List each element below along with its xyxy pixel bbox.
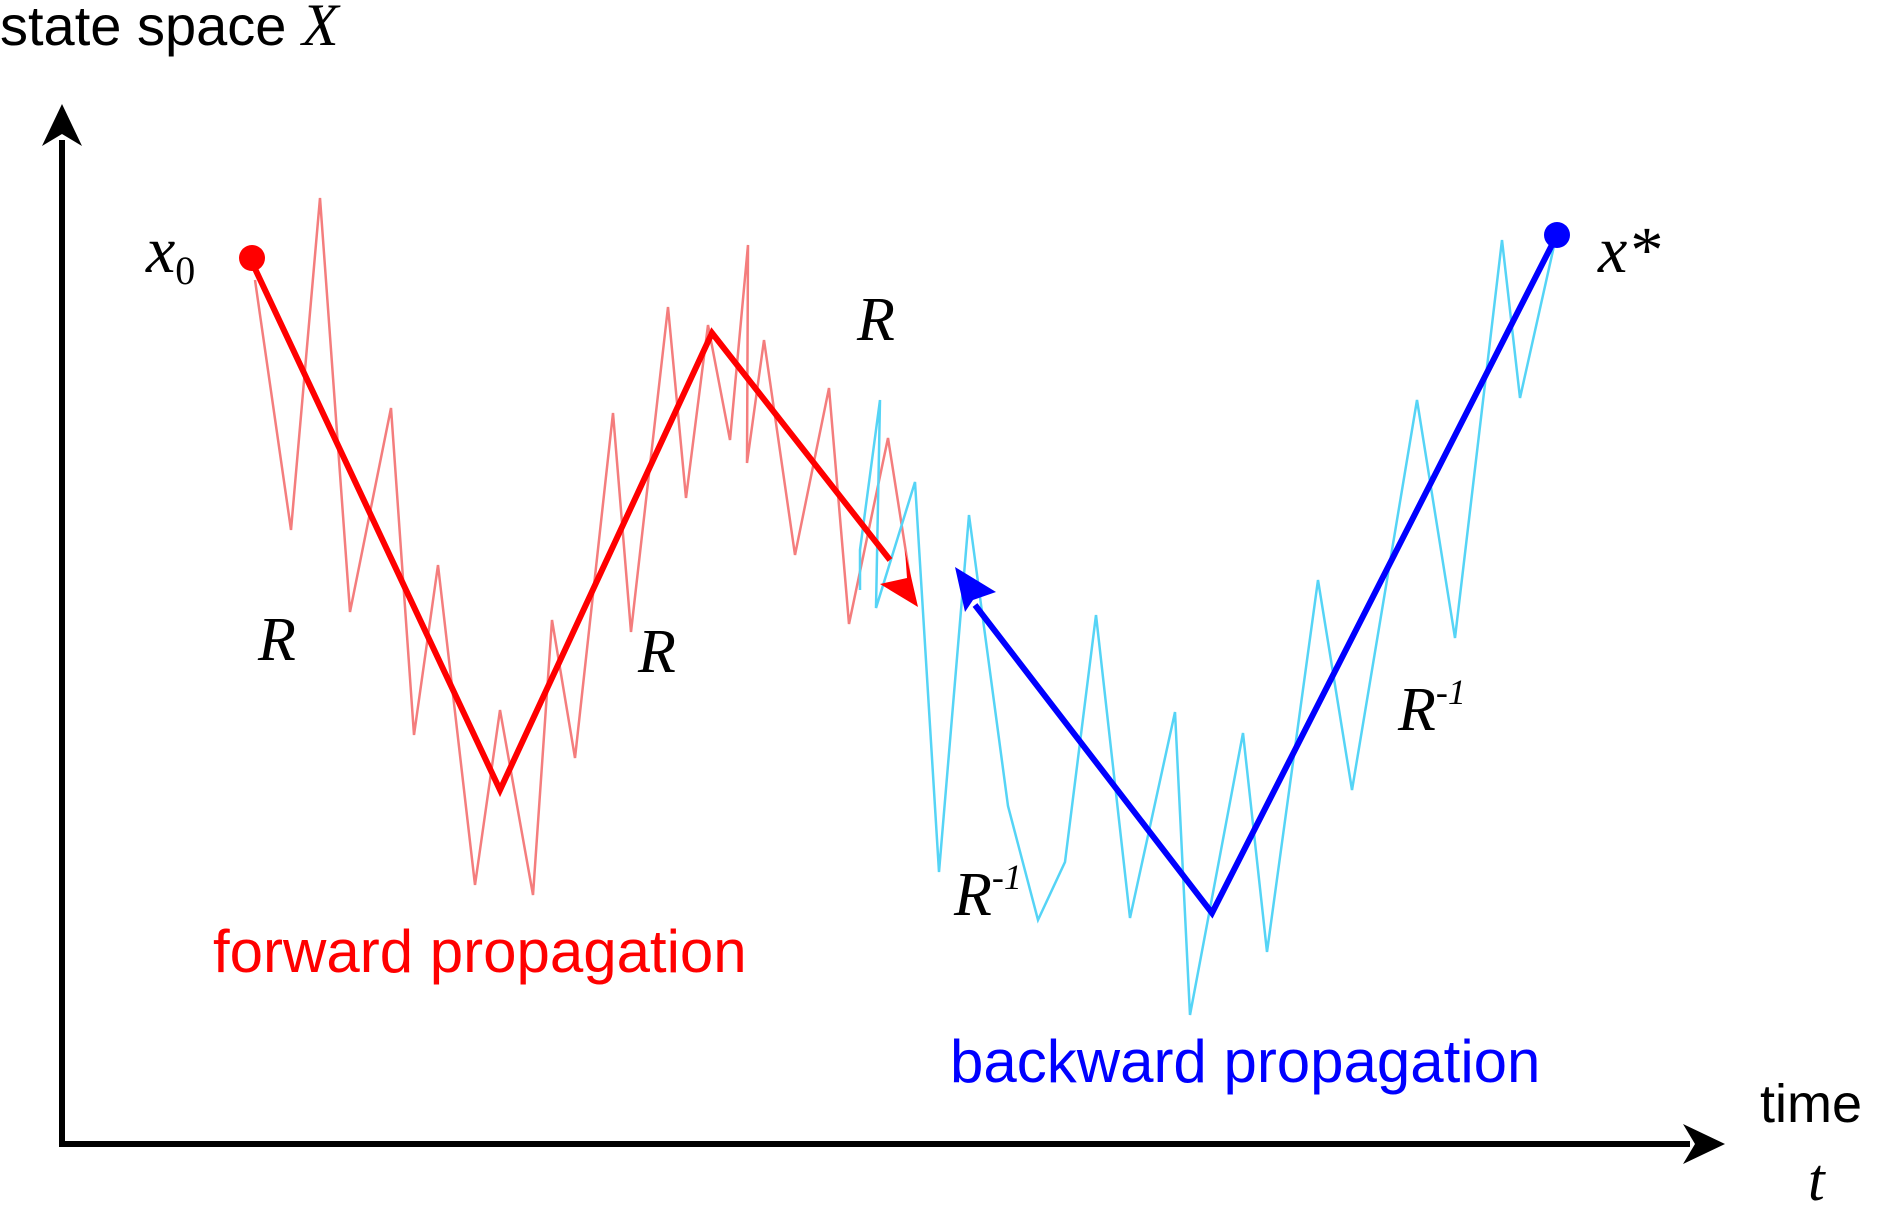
backward-arrowhead (955, 567, 996, 612)
start-point-dot (239, 245, 265, 271)
x-axis-label-word: time (1760, 1074, 1862, 1134)
start-point-label: x0 (145, 214, 195, 293)
backward-operator-label-2: R-1 (1397, 672, 1466, 744)
backward-operator-label-1: R-1 (953, 857, 1022, 929)
forward-propagation-path (247, 256, 893, 798)
backward-caption: backward propagation (950, 1028, 1540, 1095)
axes (42, 104, 1725, 1164)
forward-operator-label-3: R (856, 286, 895, 354)
end-point-label: x* (1597, 214, 1660, 287)
end-point-dot (1544, 222, 1570, 248)
y-axis-label: state space X (0, 0, 341, 58)
forward-operator-label-2: R (637, 618, 676, 686)
forward-arrowhead (880, 550, 918, 607)
forward-caption: forward propagation (213, 918, 747, 985)
x-axis-label-symbol: t (1808, 1147, 1826, 1208)
x-axis-arrowhead (1683, 1124, 1725, 1164)
y-axis-arrowhead (42, 104, 82, 146)
forward-operator-label-1: R (257, 606, 296, 674)
forward-noisy-trajectory (253, 197, 912, 896)
backward-propagation-path (972, 233, 1560, 919)
